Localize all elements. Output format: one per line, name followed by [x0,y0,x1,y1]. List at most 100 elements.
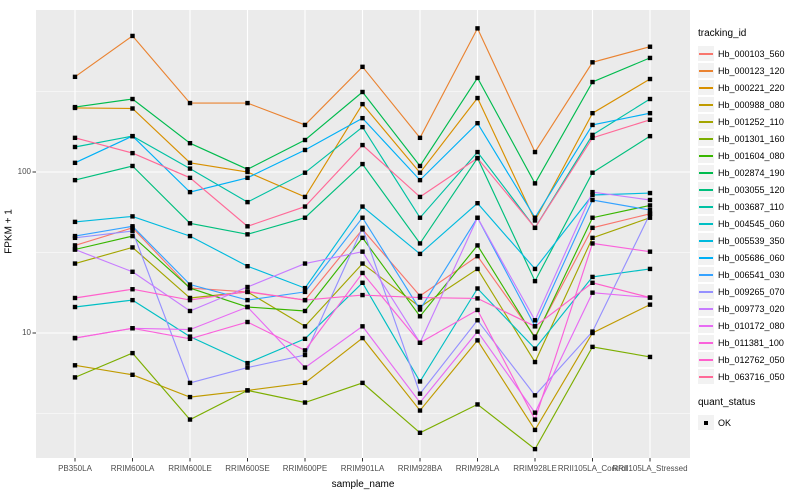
data-point [590,290,595,295]
data-point [360,124,365,130]
legend-entry: Hb_012762_050 [698,351,798,368]
legend-entry: Hb_000988_080 [698,96,798,113]
legend-title-quant-status: quant_status [698,397,756,408]
data-point [130,96,135,102]
data-point [130,133,135,139]
data-point [245,360,250,366]
data-point [475,266,480,272]
data-point [532,278,538,284]
data-point [130,228,135,234]
data-point [245,167,250,172]
data-point [245,199,250,205]
data-point [532,324,538,329]
data-point [130,33,135,39]
data-point [475,95,480,101]
data-point [302,137,308,143]
data-point [302,352,308,358]
data-point [360,335,365,341]
legend-entry: Hb_011381_100 [698,334,798,351]
legend-label: Hb_009773_020 [718,303,785,314]
data-point [130,163,135,169]
data-point [532,410,538,415]
x-tick-label: RRIM600PE [283,464,327,473]
legend-key-box [698,80,714,95]
data-point [130,269,135,274]
data-point [360,115,365,121]
data-point [417,135,423,141]
legend-label: Hb_063716_050 [718,371,785,382]
legend-line-swatch [699,188,713,191]
data-point [360,89,365,95]
legend-label: Hb_000221_220 [718,82,785,93]
data-point [187,394,193,400]
data-point [647,249,653,254]
data-point [532,359,538,365]
data-point [532,335,538,341]
data-point [130,245,135,250]
data-point [647,190,653,196]
legend-entry: Hb_006541_030 [698,266,798,283]
data-point [475,75,480,81]
data-point [187,140,193,146]
data-point [187,189,193,195]
legend-key-box [698,199,714,214]
x-tick-label: RRII105LA_Stressed [612,464,687,473]
x-tick-label: RRIM600LA [111,464,155,473]
legend-key-box [698,165,714,180]
data-point [360,101,365,107]
legend-label: Hb_003687_110 [718,201,784,212]
data-point [302,170,308,175]
data-point [72,104,78,110]
data-point [532,427,538,433]
data-point [360,249,365,254]
data-point [590,225,595,231]
data-point [187,282,193,287]
data-point [302,400,308,405]
data-point [532,318,538,323]
x-tick-label: RRIM928BA [398,464,443,473]
legend-key-box [698,318,714,333]
legend-label: Hb_000988_080 [718,99,785,110]
data-point [302,147,308,153]
legend-key-box [698,63,714,78]
data-point [475,286,480,291]
data-point [417,304,423,310]
legend-entry: Hb_001252_110 [698,113,798,130]
data-point [130,214,135,219]
data-point [590,60,595,65]
data-point [360,225,365,231]
data-point [590,79,595,85]
data-point [302,380,308,386]
data-point [417,170,423,175]
legend-label: Hb_012762_050 [718,354,785,365]
data-point [417,379,423,384]
data-point [590,192,595,198]
data-point [187,160,193,166]
x-tick-label: RRIM928LA [456,464,500,473]
data-point [475,253,480,259]
data-point [647,266,653,272]
x-tick-label: RRIM600SE [225,464,269,473]
legend-key-box [698,301,714,316]
data-point [302,122,308,128]
data-point [187,308,193,314]
legend-key-box [698,284,714,299]
data-point [130,287,135,292]
data-point [245,224,250,229]
data-point [360,142,365,148]
data-point [532,393,538,398]
data-point [130,150,135,156]
legend-line-swatch [699,205,713,208]
data-point [245,304,250,310]
data-point [187,166,193,171]
black-square-marker-icon [704,420,708,425]
data-point [417,163,423,169]
data-point [187,297,193,303]
data-point [590,215,595,220]
data-point [245,232,250,237]
data-point [72,235,78,241]
data-point [302,336,308,342]
legend-entry: Hb_001301_160 [698,130,798,147]
data-point [130,233,135,239]
